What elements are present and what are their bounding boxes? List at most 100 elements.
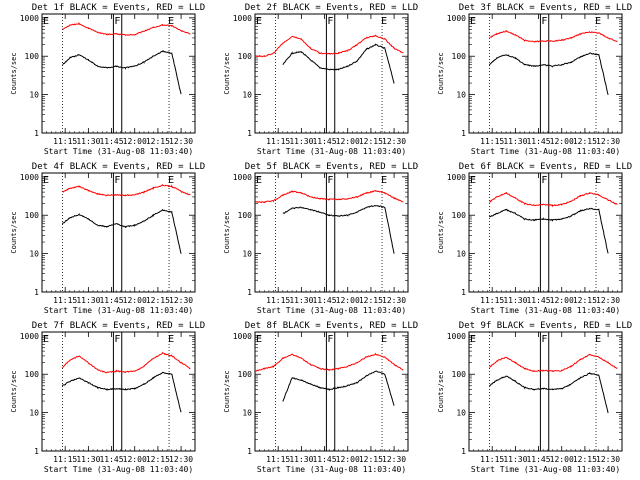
panel-title: Det 7f BLACK = Events, RED = LLD bbox=[32, 321, 205, 331]
x-tick-label: 12:15 bbox=[359, 137, 383, 146]
lld-series-line bbox=[62, 351, 191, 374]
x-tick-label: 11:45 bbox=[526, 455, 550, 464]
x-tick-label: 11:45 bbox=[312, 137, 336, 146]
flag-label: F bbox=[114, 175, 120, 186]
x-tick-label: 12:15 bbox=[573, 455, 597, 464]
x-tick-label: 12:30 bbox=[169, 455, 193, 464]
x-tick-label: 11:30 bbox=[289, 137, 313, 146]
y-tick-label: 10 bbox=[29, 250, 39, 259]
flag-label: F bbox=[327, 334, 333, 345]
x-axis-label: Start Time (31-Aug-08 11:03:40) bbox=[257, 147, 406, 156]
y-axis-label: Counts/sec bbox=[437, 211, 445, 253]
y-tick-label: 1000 bbox=[233, 332, 252, 341]
detector-panel: Det 2f BLACK = Events, RED = LLD 1 10 100 10… bbox=[223, 3, 418, 156]
y-tick-label: 100 bbox=[452, 52, 467, 61]
y-tick-label: 100 bbox=[25, 370, 40, 379]
panel-title: Det 9f BLACK = Events, RED = LLD bbox=[459, 321, 632, 331]
flag-label: E bbox=[256, 175, 262, 186]
x-tick-label: 12:00 bbox=[123, 137, 147, 146]
plot-frame bbox=[468, 331, 623, 452]
events-series-line bbox=[282, 370, 395, 406]
x-axis-label: Start Time (31-Aug-08 11:03:40) bbox=[44, 147, 193, 156]
x-tick-label: 12:30 bbox=[596, 296, 620, 305]
detector-panel: Det 7f BLACK = Events, RED = LLD 1 10 100 10… bbox=[10, 321, 205, 474]
y-tick-label: 1 bbox=[247, 129, 252, 138]
x-tick-label: 11:15 bbox=[266, 137, 290, 146]
flag-label: E bbox=[168, 334, 174, 345]
panel-title: Det 2f BLACK = Events, RED = LLD bbox=[245, 3, 418, 13]
y-tick-label: 1 bbox=[247, 288, 252, 297]
events-series-line bbox=[488, 52, 609, 96]
x-axis-label: Start Time (31-Aug-08 11:03:40) bbox=[471, 147, 620, 156]
y-tick-label: 1 bbox=[461, 288, 466, 297]
y-axis-label: Counts/sec bbox=[10, 211, 18, 253]
flag-label: E bbox=[595, 16, 601, 27]
lld-series-line bbox=[489, 29, 618, 43]
y-tick-label: 1000 bbox=[233, 173, 252, 182]
flag-label: E bbox=[381, 175, 387, 186]
flag-label: F bbox=[541, 334, 547, 345]
plot-frame bbox=[254, 13, 409, 134]
events-series-line bbox=[282, 204, 395, 254]
lld-series-line bbox=[62, 183, 191, 197]
x-tick-label: 12:30 bbox=[169, 137, 193, 146]
events-series-line bbox=[61, 208, 182, 254]
y-tick-label: 10 bbox=[29, 91, 39, 100]
flag-label: F bbox=[327, 16, 333, 27]
events-series-line bbox=[282, 43, 395, 84]
y-tick-label: 1000 bbox=[447, 173, 466, 182]
panel-title: Det 8f BLACK = Events, RED = LLD bbox=[245, 321, 418, 331]
flag-label: F bbox=[327, 175, 333, 186]
y-axis-label: Counts/sec bbox=[437, 370, 445, 412]
x-tick-label: 11:30 bbox=[289, 296, 313, 305]
x-tick-label: 12:00 bbox=[336, 137, 360, 146]
y-tick-label: 100 bbox=[25, 52, 40, 61]
x-tick-label: 11:45 bbox=[99, 455, 123, 464]
events-series-line bbox=[61, 371, 182, 413]
flag-label: E bbox=[256, 334, 262, 345]
y-tick-label: 10 bbox=[29, 409, 39, 418]
y-tick-label: 1000 bbox=[20, 14, 39, 23]
detector-panel: Det 3f BLACK = Events, RED = LLD 1 10 100 10… bbox=[437, 3, 632, 156]
x-tick-label: 11:15 bbox=[53, 296, 77, 305]
flag-label: E bbox=[168, 175, 174, 186]
lld-series-line bbox=[254, 190, 404, 204]
flag-label: E bbox=[595, 334, 601, 345]
plot-frame bbox=[41, 13, 196, 134]
x-axis-label: Start Time (31-Aug-08 11:03:40) bbox=[471, 306, 620, 315]
x-tick-label: 11:15 bbox=[480, 455, 504, 464]
y-axis-label: Counts/sec bbox=[10, 370, 18, 412]
flag-label: F bbox=[114, 334, 120, 345]
x-tick-label: 11:15 bbox=[53, 137, 77, 146]
x-tick-label: 12:00 bbox=[336, 455, 360, 464]
x-tick-label: 11:30 bbox=[76, 455, 100, 464]
y-tick-label: 10 bbox=[242, 250, 252, 259]
y-tick-label: 1000 bbox=[447, 332, 466, 341]
lld-series-line bbox=[254, 34, 404, 58]
flag-label: F bbox=[114, 16, 120, 27]
x-tick-label: 12:15 bbox=[573, 137, 597, 146]
detector-panel: Det 5f BLACK = Events, RED = LLD 1 10 100 10… bbox=[223, 162, 418, 315]
plot-frame bbox=[41, 172, 196, 293]
flag-label: E bbox=[43, 334, 49, 345]
x-tick-label: 12:00 bbox=[123, 296, 147, 305]
y-axis-label: Counts/sec bbox=[223, 370, 231, 412]
y-tick-label: 1 bbox=[461, 447, 466, 456]
x-tick-label: 11:30 bbox=[76, 296, 100, 305]
x-tick-label: 11:45 bbox=[312, 455, 336, 464]
flag-label: E bbox=[381, 16, 387, 27]
x-tick-label: 11:15 bbox=[480, 137, 504, 146]
y-tick-label: 1 bbox=[34, 447, 39, 456]
lld-series-line bbox=[489, 191, 618, 208]
y-tick-label: 1 bbox=[461, 129, 466, 138]
y-tick-label: 1 bbox=[247, 447, 252, 456]
x-axis-label: Start Time (31-Aug-08 11:03:40) bbox=[44, 465, 193, 474]
x-tick-label: 11:30 bbox=[503, 296, 527, 305]
x-axis-label: Start Time (31-Aug-08 11:03:40) bbox=[257, 306, 406, 315]
y-tick-label: 1 bbox=[34, 129, 39, 138]
x-axis-label: Start Time (31-Aug-08 11:03:40) bbox=[471, 465, 620, 474]
flag-label: E bbox=[256, 16, 262, 27]
x-tick-label: 11:30 bbox=[503, 137, 527, 146]
x-tick-label: 12:30 bbox=[596, 137, 620, 146]
flag-label: E bbox=[470, 16, 476, 27]
